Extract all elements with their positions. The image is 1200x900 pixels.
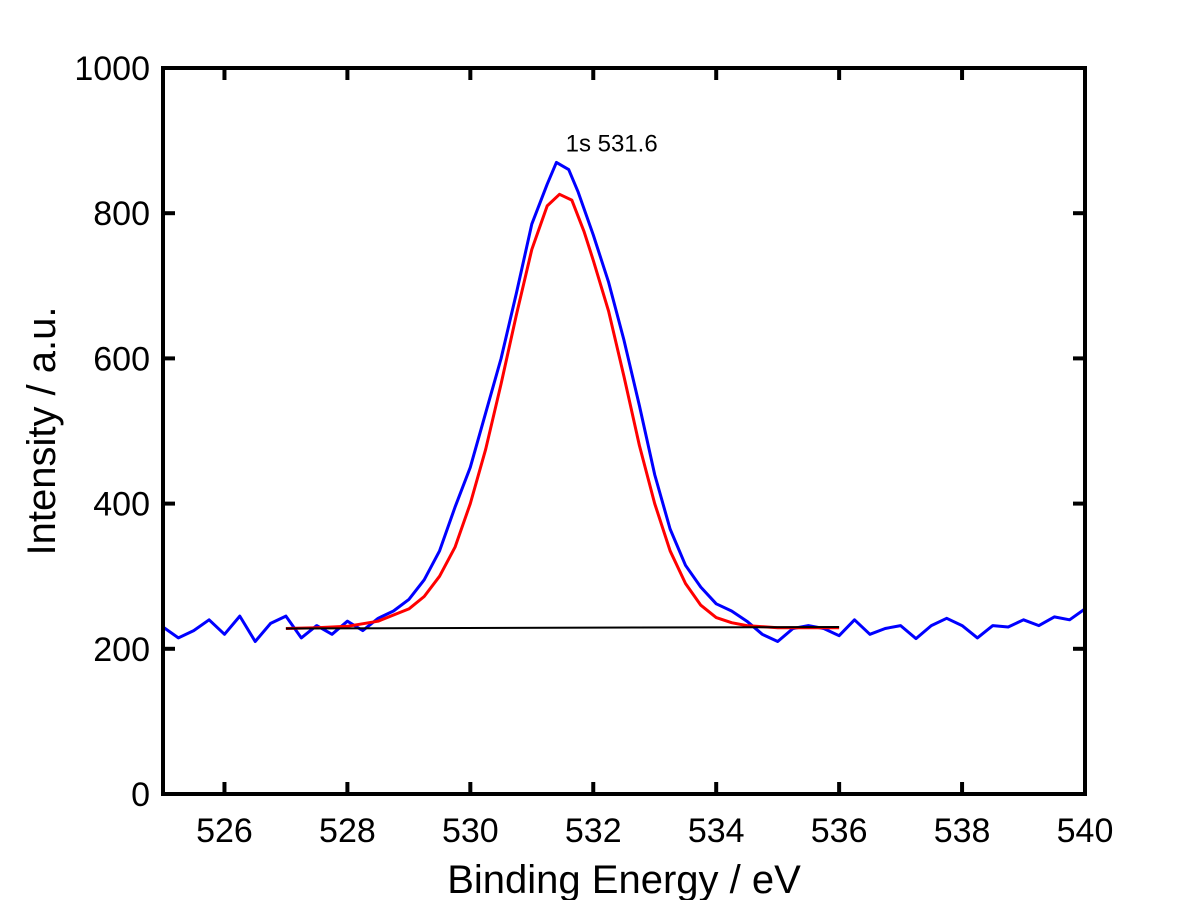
- y-tick-label: 1000: [74, 50, 150, 88]
- series-line-raw: [162, 160, 1086, 643]
- series-line-fit: [285, 192, 840, 630]
- y-tick-label: 800: [93, 195, 150, 233]
- x-tick-label: 526: [196, 812, 253, 850]
- x-axis-title: Binding Energy / eV: [447, 858, 801, 900]
- plot-frame: [161, 66, 1087, 796]
- y-tick-label: 200: [93, 631, 150, 669]
- x-tick-label: 540: [1057, 812, 1114, 850]
- y-tick-label: 400: [93, 486, 150, 524]
- y-axis-title: Intensity / a.u.: [20, 306, 64, 555]
- x-tick-label: 530: [442, 812, 499, 850]
- y-tick-label: 0: [131, 776, 150, 814]
- series-line-baseline: [285, 626, 840, 630]
- x-tick-label: 536: [811, 812, 868, 850]
- x-tick-label: 532: [565, 812, 622, 850]
- ticks-layer: [163, 66, 1087, 796]
- series-layer: [162, 160, 1086, 643]
- x-tick-label: 538: [934, 812, 991, 850]
- labels-layer: 526 528 530 532 534 536 538 540 0 200 400 600 800 100…: [74, 50, 1113, 850]
- y-tick-label: 600: [93, 340, 150, 378]
- x-tick-label: 534: [688, 812, 745, 850]
- peak-annotation: 1s 531.6: [566, 130, 658, 157]
- x-tick-label: 528: [319, 812, 376, 850]
